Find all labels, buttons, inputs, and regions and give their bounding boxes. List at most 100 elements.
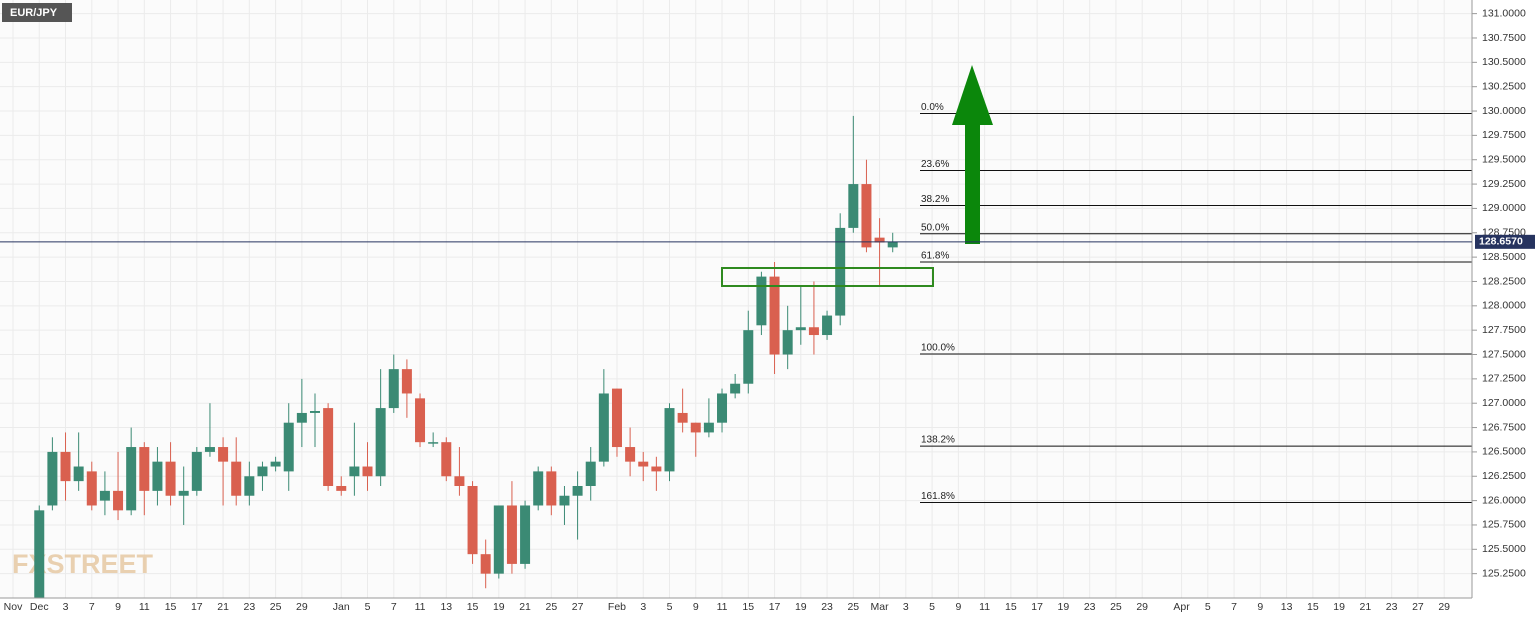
candle-body (204, 447, 215, 452)
x-tick-label: 3 (63, 601, 69, 613)
fib-label: 23.6% (921, 159, 949, 170)
y-tick-label: 129.7500 (1482, 129, 1526, 141)
x-tick-label: 19 (1058, 601, 1070, 613)
candle-body (165, 461, 176, 496)
x-tick-label: 5 (365, 601, 371, 613)
x-tick-label: 5 (1205, 601, 1211, 613)
title-box (2, 3, 72, 22)
x-tick-label: 13 (440, 601, 452, 613)
y-tick-label: 125.7500 (1482, 519, 1526, 531)
candle-body (835, 227, 846, 316)
candle-body (309, 411, 320, 413)
y-tick-label: 125.2500 (1482, 567, 1526, 579)
candle-body (47, 451, 58, 506)
x-tick-label: 25 (847, 601, 859, 613)
x-tick-label: Feb (608, 601, 626, 613)
candle-body (690, 422, 701, 433)
arrow-head (952, 65, 993, 125)
x-tick-label: 17 (1031, 601, 1043, 613)
candle-body (848, 184, 859, 228)
candle-body (493, 505, 504, 574)
y-tick-label: 130.5000 (1482, 56, 1526, 68)
candle-body (375, 408, 386, 477)
x-tick-label: 9 (693, 601, 699, 613)
y-tick-label: 127.0000 (1482, 397, 1526, 409)
last-price-box (1475, 234, 1535, 249)
x-tick-label: 9 (1257, 601, 1263, 613)
x-tick-label: 19 (1333, 601, 1345, 613)
x-tick-label: 23 (243, 601, 255, 613)
candle-body (73, 466, 84, 482)
candle-body (257, 466, 268, 477)
candle-body (520, 505, 531, 564)
candle-body (34, 510, 45, 598)
candle-body (611, 388, 622, 448)
fib-label: 0.0% (921, 102, 944, 113)
candle-body (664, 408, 675, 472)
fib-label: 100.0% (921, 343, 955, 354)
candle-body (178, 490, 189, 496)
candle-body (808, 327, 819, 336)
candle-body (336, 485, 347, 491)
x-tick-label: 13 (1281, 601, 1293, 613)
y-tick-label: 129.2500 (1482, 178, 1526, 190)
x-tick-label: 21 (217, 601, 229, 613)
x-tick-label: 21 (1360, 601, 1372, 613)
x-tick-label: Nov (4, 601, 23, 613)
candle-body (323, 408, 334, 486)
x-tick-label: 23 (1084, 601, 1096, 613)
x-tick-label: 27 (572, 601, 584, 613)
fib-label: 61.8% (921, 251, 949, 262)
candle-body (441, 442, 452, 477)
x-tick-label: 7 (391, 601, 397, 613)
x-tick-label: 11 (979, 601, 990, 613)
y-tick-label: 128.2500 (1482, 275, 1526, 287)
candle-body (283, 422, 294, 472)
y-tick-label: 126.5000 (1482, 446, 1526, 458)
candle-body (231, 461, 242, 496)
plot-area (0, 0, 1472, 598)
candle-body (428, 442, 439, 444)
x-tick-label: 25 (1110, 601, 1122, 613)
candle-body (113, 490, 124, 511)
candle-body (822, 315, 833, 336)
candle-body (795, 327, 806, 331)
x-tick-label: 7 (89, 601, 95, 613)
y-tick-label: 129.5000 (1482, 154, 1526, 166)
candle-body (467, 485, 478, 555)
arrow-shaft (965, 124, 980, 244)
watermark: FXSTREET (12, 549, 154, 579)
x-tick-label: 21 (519, 601, 531, 613)
candle-body (454, 476, 465, 486)
candles (34, 115, 898, 598)
candle-body (651, 466, 662, 472)
candle-body (625, 447, 636, 462)
candle-body (717, 393, 728, 423)
x-tick-label: 23 (1386, 601, 1398, 613)
x-tick-label: 19 (493, 601, 505, 613)
candle-body (388, 369, 399, 409)
candle-body (598, 393, 609, 462)
x-tick-label: 11 (415, 601, 426, 613)
last-price-label: 128.6570 (1479, 236, 1523, 248)
candle-body (782, 330, 793, 355)
candle-body (506, 505, 517, 564)
candle-body (244, 476, 255, 496)
x-tick-label: 23 (821, 601, 833, 613)
x-tick-label: 19 (795, 601, 807, 613)
y-tick-label: 131.0000 (1482, 7, 1526, 19)
candle-body (743, 330, 754, 384)
candle-body (559, 495, 570, 506)
x-tick-label: 17 (769, 601, 781, 613)
y-tick-label: 128.0000 (1482, 300, 1526, 312)
candle-body (874, 237, 885, 243)
x-tick-label: 5 (929, 601, 935, 613)
x-tick-label: 15 (165, 601, 177, 613)
x-tick-label: 3 (640, 601, 646, 613)
y-tick-label: 127.7500 (1482, 324, 1526, 336)
x-tick-label: 11 (717, 601, 728, 613)
candle-body (480, 554, 491, 574)
candle-body (638, 461, 649, 467)
